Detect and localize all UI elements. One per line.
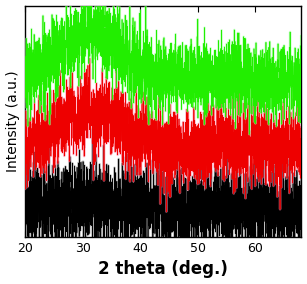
X-axis label: 2 theta (deg.): 2 theta (deg.) (98, 260, 228, 278)
Y-axis label: Intensity (a.u.): Intensity (a.u.) (6, 70, 20, 172)
Text: B: B (34, 142, 45, 156)
Text: A: A (34, 195, 45, 209)
Text: C: C (34, 74, 44, 88)
